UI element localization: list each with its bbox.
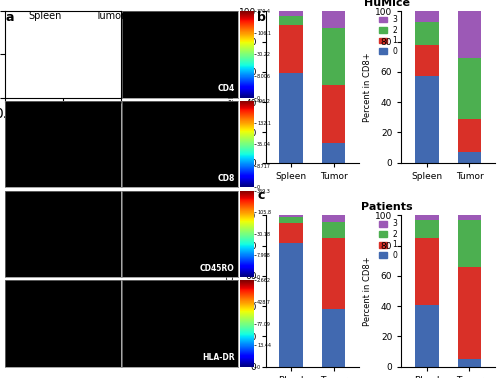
Legend: 3, 2, 1, 0: 3, 2, 1, 0 [379,15,398,56]
Bar [458,11,481,58]
Bar [458,220,481,267]
Bar [415,305,438,367]
Y-axis label: Percent in CD8+: Percent in CD8+ [364,256,372,326]
Bar [415,238,438,305]
Bar [458,359,481,367]
Bar [458,267,481,359]
Bar [415,215,438,220]
Bar [322,309,345,367]
Bar [415,45,438,76]
Text: c: c [258,189,265,202]
Y-axis label: Percent in CD8+: Percent in CD8+ [364,52,372,122]
Text: CD4: CD4 [218,84,234,93]
Bar [280,11,303,16]
Bar [322,215,345,222]
Bar [280,243,303,367]
Bar [322,222,345,238]
Bar [280,16,303,25]
Bar [280,215,303,217]
Bar [280,217,303,223]
Y-axis label: Percent in CD4+: Percent in CD4+ [228,52,236,122]
Bar [322,28,345,85]
Text: CD45RO: CD45RO [200,264,234,273]
Bar [415,76,438,163]
Bar [322,85,345,143]
Bar [415,220,438,238]
Bar [280,223,303,243]
Bar [458,58,481,119]
Bar [458,152,481,163]
Bar [322,143,345,163]
Title: HuMice: HuMice [364,0,410,8]
Title: Patients: Patients [362,202,413,212]
Text: a: a [5,11,14,24]
Text: b: b [258,11,266,24]
Legend: 3, 2, 1, 0: 3, 2, 1, 0 [379,219,398,260]
Text: Tumor: Tumor [95,11,125,21]
Bar [415,11,438,22]
Text: Spleen: Spleen [28,11,62,21]
Bar [415,22,438,45]
Bar [280,73,303,163]
Text: CD8: CD8 [217,174,234,183]
Y-axis label: Percent in CD4+: Percent in CD4+ [228,256,236,326]
Bar [280,25,303,73]
Bar [458,119,481,152]
Bar [322,11,345,28]
Bar [458,215,481,220]
Text: HLA-DR: HLA-DR [202,353,234,363]
Bar [322,238,345,309]
